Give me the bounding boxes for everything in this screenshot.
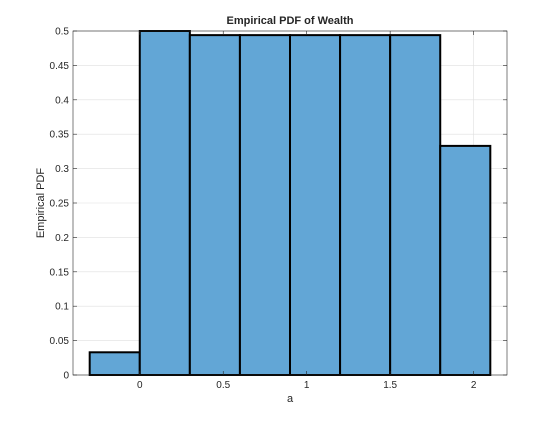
histogram-bar [88, 351, 141, 376]
histogram-bars [88, 30, 492, 377]
histogram-bar [138, 30, 191, 376]
axis-ticks: 0 0.05 0.1 0.15 0.2 0.25 0.3 0.35 0.4 0.45 0.5 0 0.5… [50, 27, 507, 391]
y-tick-label: 0.5 [55, 27, 69, 38]
y-tick-label: 0.05 [50, 336, 70, 347]
y-tick-label: 0.2 [55, 233, 69, 244]
y-tick-label: 0.3 [55, 164, 69, 175]
y-tick-label: 0.4 [55, 95, 69, 106]
y-tick-label: 0 [63, 371, 69, 382]
y-tick-label: 0.45 [50, 61, 70, 72]
x-tick-label: 1 [304, 380, 310, 391]
x-tick-label: 2 [471, 380, 477, 391]
x-tick-label: 0 [137, 380, 143, 391]
histogram-bar [389, 34, 442, 377]
x-tick-label: 1.5 [383, 380, 397, 391]
x-tick-label: 0.5 [216, 380, 230, 391]
histogram-bar [289, 34, 342, 377]
y-tick-label: 0.35 [50, 130, 70, 141]
histogram-bar [238, 34, 292, 377]
chart-title: Empirical PDF of Wealth [227, 15, 354, 27]
y-tick-label: 0.15 [50, 267, 70, 278]
x-axis-label: a [287, 393, 294, 405]
y-tick-label: 0.1 [55, 302, 69, 313]
histogram-bar [439, 144, 492, 376]
y-axis-label: Empirical PDF [35, 168, 47, 239]
histogram-bar [339, 34, 392, 377]
y-tick-label: 0.25 [50, 199, 70, 210]
histogram-bar [188, 34, 241, 377]
